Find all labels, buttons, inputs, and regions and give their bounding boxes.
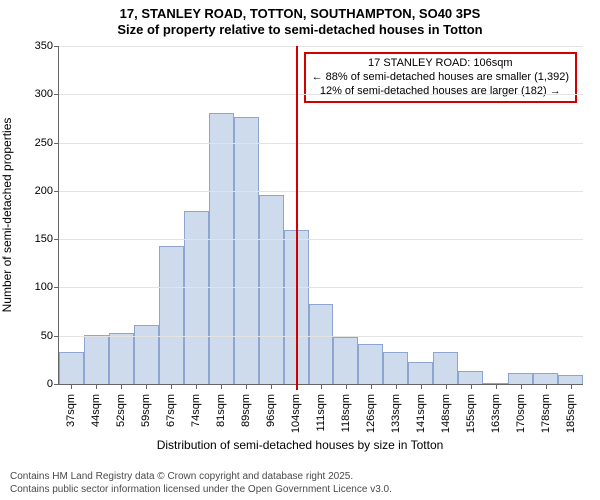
annotation-line-3: 12% of semi-detached houses are larger (…: [312, 85, 569, 99]
x-tick-label: 104sqm: [290, 390, 302, 433]
grid-line: [59, 46, 583, 47]
x-tick-label: 96sqm: [265, 390, 277, 427]
footer-attribution: Contains HM Land Registry data © Crown c…: [0, 471, 600, 496]
x-tick-mark: [221, 384, 222, 389]
x-tick-mark: [121, 384, 122, 389]
histogram-bar: [508, 373, 533, 384]
annotation-line-1: 17 STANLEY ROAD: 106sqm: [312, 57, 569, 71]
bar-slot: 59sqm: [134, 46, 159, 384]
bar-slot: 67sqm: [159, 46, 184, 384]
x-tick-label: 133sqm: [390, 390, 402, 433]
x-tick-label: 111sqm: [315, 390, 327, 432]
x-tick-label: 185sqm: [565, 390, 577, 433]
x-tick-mark: [371, 384, 372, 389]
x-tick-mark: [71, 384, 72, 389]
bar-slot: 89sqm: [234, 46, 259, 384]
footer-line-1: Contains HM Land Registry data © Crown c…: [10, 471, 600, 484]
x-tick-label: 163sqm: [490, 390, 502, 433]
histogram-bar: [383, 352, 408, 384]
x-tick-label: 89sqm: [240, 390, 252, 427]
y-tick-label: 100: [35, 281, 59, 293]
x-tick-mark: [471, 384, 472, 389]
histogram-bar: [209, 113, 234, 384]
histogram-bar: [109, 333, 134, 384]
bar-slot: 52sqm: [109, 46, 134, 384]
histogram-bar: [259, 195, 284, 384]
histogram-bar: [408, 362, 433, 384]
y-axis-label: Number of semi-detached properties: [0, 118, 14, 313]
bar-slot: 37sqm: [59, 46, 84, 384]
histogram-bar: [558, 375, 583, 384]
grid-line: [59, 191, 583, 192]
x-axis-label: Distribution of semi-detached houses by …: [0, 438, 600, 452]
footer-line-2: Contains public sector information licen…: [10, 484, 600, 497]
histogram-bar: [458, 371, 483, 384]
x-tick-mark: [196, 384, 197, 389]
x-tick-label: 44sqm: [90, 390, 102, 427]
annotation-line-2: ← 88% of semi-detached houses are smalle…: [312, 71, 569, 85]
x-tick-mark: [321, 384, 322, 389]
chart-title: 17, STANLEY ROAD, TOTTON, SOUTHAMPTON, S…: [0, 6, 600, 39]
x-tick-mark: [396, 384, 397, 389]
x-tick-mark: [446, 384, 447, 389]
histogram-bar: [433, 352, 458, 384]
x-tick-label: 126sqm: [365, 390, 377, 433]
x-tick-label: 148sqm: [440, 390, 452, 433]
plot-area: 37sqm44sqm52sqm59sqm67sqm74sqm81sqm89sqm…: [58, 46, 583, 385]
bar-slot: 96sqm: [259, 46, 284, 384]
annotation-box: 17 STANLEY ROAD: 106sqm ← 88% of semi-de…: [304, 52, 577, 103]
grid-line: [59, 287, 583, 288]
x-tick-mark: [346, 384, 347, 389]
x-tick-label: 170sqm: [515, 390, 527, 433]
reference-line: [296, 46, 298, 390]
grid-line: [59, 336, 583, 337]
y-tick-label: 300: [35, 88, 59, 100]
histogram-bar: [84, 335, 109, 384]
histogram-bar: [159, 246, 184, 384]
x-tick-label: 74sqm: [190, 390, 202, 427]
x-tick-label: 118sqm: [340, 390, 352, 432]
x-tick-label: 59sqm: [140, 390, 152, 427]
histogram-bar: [309, 304, 334, 384]
y-tick-label: 0: [47, 378, 59, 390]
grid-line: [59, 94, 583, 95]
x-tick-label: 155sqm: [465, 390, 477, 433]
histogram-bar: [184, 211, 209, 384]
x-tick-label: 52sqm: [115, 390, 127, 427]
bar-slot: 44sqm: [84, 46, 109, 384]
bar-slot: 74sqm: [184, 46, 209, 384]
histogram-bar: [358, 344, 383, 384]
x-tick-mark: [146, 384, 147, 389]
y-tick-label: 350: [35, 40, 59, 52]
x-tick-label: 67sqm: [165, 390, 177, 427]
histogram-bar: [234, 117, 259, 384]
x-tick-label: 141sqm: [415, 390, 427, 433]
x-tick-label: 178sqm: [540, 390, 552, 433]
y-tick-label: 200: [35, 185, 59, 197]
x-tick-mark: [496, 384, 497, 389]
x-tick-mark: [521, 384, 522, 389]
grid-line: [59, 143, 583, 144]
title-line-2: Size of property relative to semi-detach…: [0, 22, 600, 38]
x-tick-mark: [571, 384, 572, 389]
histogram-bar: [134, 325, 159, 384]
x-tick-label: 81sqm: [215, 390, 227, 427]
bar-slot: 81sqm: [209, 46, 234, 384]
title-line-1: 17, STANLEY ROAD, TOTTON, SOUTHAMPTON, S…: [0, 6, 600, 22]
x-tick-label: 37sqm: [65, 390, 77, 427]
y-tick-label: 250: [35, 137, 59, 149]
histogram-bar: [533, 373, 558, 384]
grid-line: [59, 239, 583, 240]
histogram-bar: [333, 337, 358, 384]
x-tick-mark: [246, 384, 247, 389]
y-tick-label: 150: [35, 233, 59, 245]
x-tick-mark: [546, 384, 547, 389]
y-tick-label: 50: [41, 330, 59, 342]
x-tick-mark: [96, 384, 97, 389]
x-tick-mark: [171, 384, 172, 389]
x-tick-mark: [271, 384, 272, 389]
histogram-bar: [59, 352, 84, 384]
x-tick-mark: [421, 384, 422, 389]
